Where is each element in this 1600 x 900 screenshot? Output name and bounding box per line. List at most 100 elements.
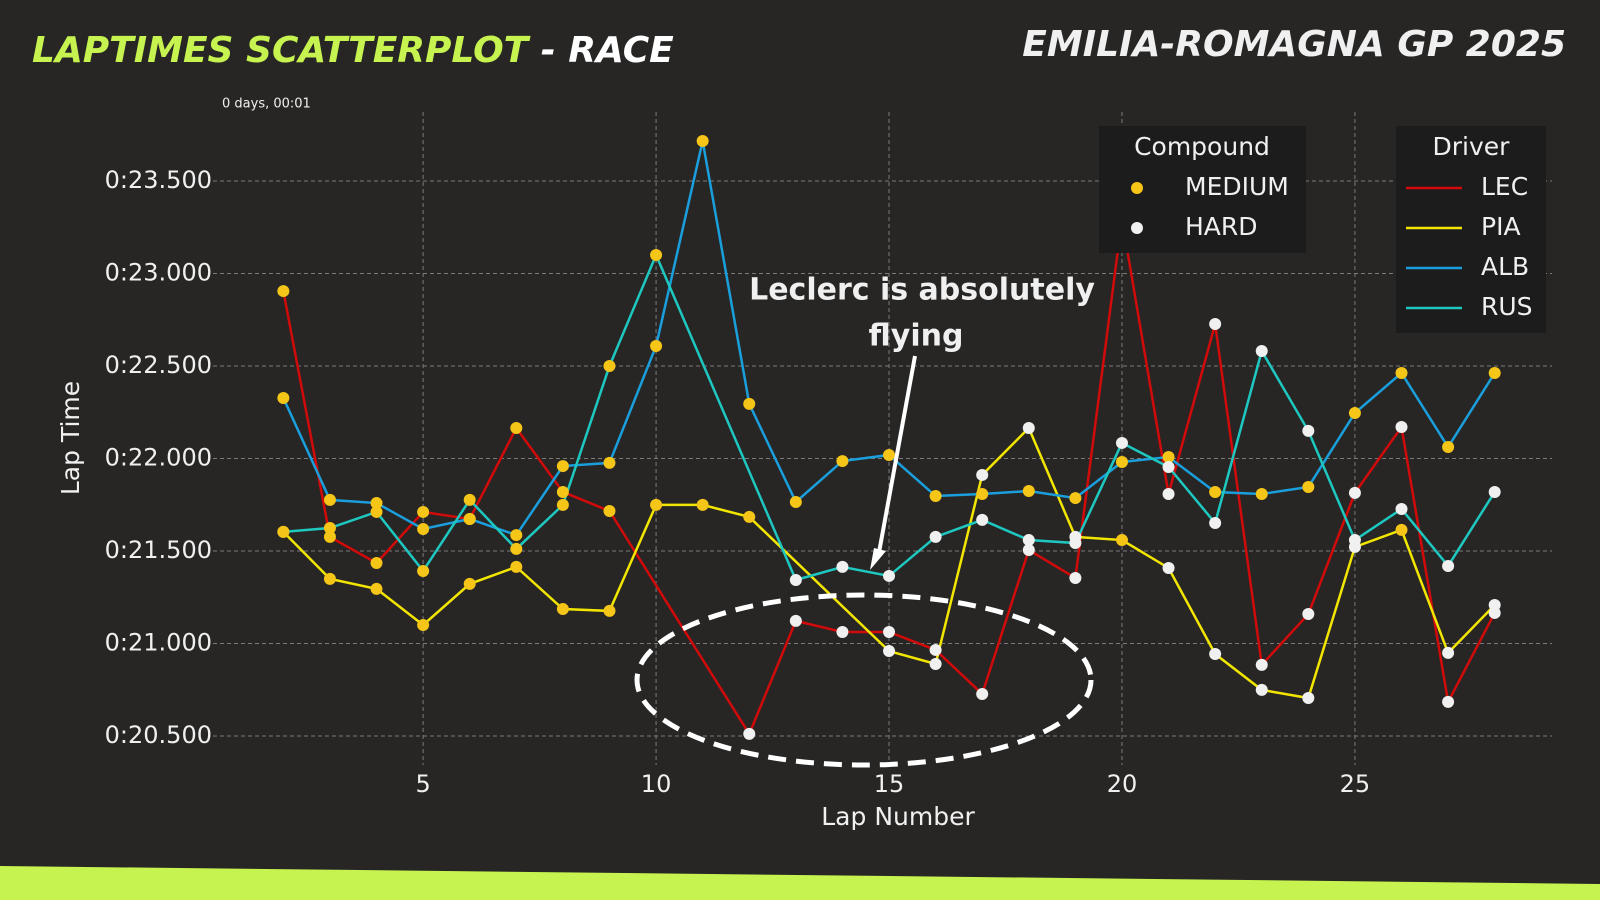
lap-point: [1255, 683, 1268, 696]
lap-point: [1162, 561, 1175, 574]
lap-point: [1255, 345, 1268, 358]
annotation: Leclerc is absolutely: [749, 273, 1095, 308]
lap-point: [650, 248, 663, 261]
lap-point: [883, 448, 896, 461]
lap-point: [1209, 648, 1222, 661]
lap-point: [929, 530, 942, 543]
legend-label: RUS: [1481, 292, 1533, 321]
lap-point: [603, 456, 616, 469]
legend-label: PIA: [1481, 212, 1521, 241]
lap-point: [1162, 450, 1175, 463]
lap-point: [370, 582, 383, 595]
lap-point: [1395, 367, 1408, 380]
chart-title: LAPTIMES SCATTERPLOT - RACE: [32, 30, 674, 71]
y-tick-label: 0:20.500: [105, 721, 212, 749]
x-tick-label: 5: [415, 770, 430, 798]
lap-point: [836, 455, 849, 468]
chart-subtitle: EMILIA-ROMAGNA GP 2025: [1022, 24, 1566, 65]
lap-point: [650, 498, 663, 511]
x-tick-label: 25: [1340, 770, 1371, 798]
lap-point: [603, 505, 616, 518]
lap-point: [1348, 486, 1361, 499]
lap-point: [1255, 487, 1268, 500]
lap-point: [1209, 317, 1222, 330]
highlight-ellipse: [634, 592, 1094, 768]
legend-title: Compound: [1134, 132, 1270, 161]
lap-point: [417, 505, 430, 518]
legend-label: MEDIUM: [1185, 172, 1289, 201]
lap-point: [743, 727, 756, 740]
legend-marker: [1131, 182, 1143, 194]
lap-point: [976, 687, 989, 700]
lap-point: [929, 490, 942, 503]
legend-label: LEC: [1481, 172, 1528, 201]
lap-point: [417, 522, 430, 535]
y-tick-label: 0:21.000: [105, 628, 212, 656]
offset-text: 0 days, 00:01: [222, 97, 311, 112]
annotation: flying: [869, 319, 964, 354]
lap-point: [323, 572, 336, 585]
y-tick-label: 0:22.000: [105, 443, 212, 471]
lap-point: [1442, 441, 1455, 454]
lap-point: [556, 460, 569, 473]
lap-point: [883, 625, 896, 638]
x-tick-label: 15: [874, 770, 905, 798]
lap-point: [1022, 534, 1035, 547]
lap-point: [1442, 646, 1455, 659]
title-suffix: - RACE: [528, 30, 674, 71]
lap-point: [463, 577, 476, 590]
lap-point: [1069, 492, 1082, 505]
lap-point: [1115, 534, 1128, 547]
lap-point: [1302, 480, 1315, 493]
y-tick-label: 0:23.500: [105, 166, 212, 194]
lap-point: [1302, 692, 1315, 705]
legend-label: ALB: [1481, 252, 1529, 281]
lap-point: [1348, 406, 1361, 419]
lap-point: [743, 510, 756, 523]
lap-point: [417, 564, 430, 577]
x-axis-label: Lap Number: [821, 802, 975, 831]
lap-point: [696, 498, 709, 511]
lap-point: [929, 643, 942, 656]
lap-point: [556, 498, 569, 511]
lap-point: [836, 625, 849, 638]
lap-point: [463, 493, 476, 506]
lap-point: [556, 485, 569, 498]
lap-point: [1209, 517, 1222, 530]
lap-point: [1488, 367, 1501, 380]
lap-point: [929, 657, 942, 670]
lap-point: [696, 135, 709, 148]
lap-point: [323, 493, 336, 506]
x-tick-label: 10: [641, 770, 672, 798]
y-axis-label: Lap Time: [56, 381, 85, 495]
legend-title: Driver: [1433, 132, 1511, 161]
annotation-arrow: [876, 355, 917, 559]
legend-label: HARD: [1185, 212, 1258, 241]
lap-point: [1395, 421, 1408, 434]
lap-point: [1395, 523, 1408, 536]
lap-point: [556, 603, 569, 616]
lap-point: [883, 569, 896, 582]
lap-point: [1022, 421, 1035, 434]
lap-point: [976, 487, 989, 500]
lap-point: [883, 645, 896, 658]
lap-point: [1488, 598, 1501, 611]
lap-point: [1442, 559, 1455, 572]
lap-point: [789, 495, 802, 508]
lap-point: [976, 513, 989, 526]
lap-point: [1115, 455, 1128, 468]
lap-point: [789, 614, 802, 627]
lap-point: [1162, 487, 1175, 500]
legend-marker: [1131, 222, 1143, 234]
driver-legend-box: [1396, 126, 1546, 333]
lap-point: [1348, 534, 1361, 547]
y-tick-label: 0:21.500: [105, 536, 212, 564]
lap-point: [463, 512, 476, 525]
arrow-head: [870, 548, 886, 570]
lap-point: [277, 391, 290, 404]
lap-point: [323, 522, 336, 535]
lap-point: [836, 560, 849, 573]
lap-point: [370, 556, 383, 569]
